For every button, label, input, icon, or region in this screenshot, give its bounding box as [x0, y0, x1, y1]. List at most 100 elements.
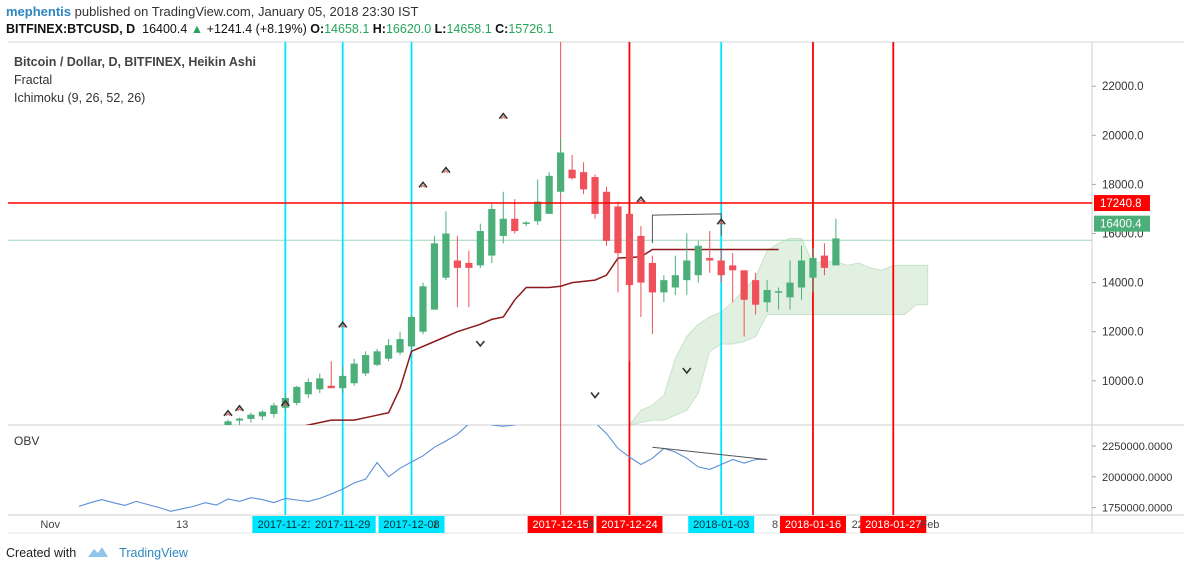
publish-text: published on TradingView.com, January 05… [74, 4, 419, 19]
low-label: L: [434, 22, 447, 36]
time-label-badge: 2017-12-08 [383, 519, 439, 531]
obv-tick-label: 2000000.0000 [1102, 472, 1172, 484]
fractal-up-arrow [418, 181, 428, 188]
price-tick-label: 12000.0 [1102, 327, 1144, 339]
obv-line [78, 425, 768, 512]
obv-pane-label[interactable]: OBV [14, 434, 40, 448]
candle-body [339, 375, 347, 389]
fractal-up-arrow-inner [282, 403, 288, 407]
obv-tick-label: 2250000.0000 [1102, 441, 1172, 453]
candle-body [534, 201, 542, 222]
time-label-badge-bg [309, 516, 376, 533]
time-label-badge-bg [252, 516, 319, 533]
candle-body [373, 351, 381, 365]
candle-body [316, 378, 324, 390]
candle-body [786, 282, 794, 298]
candle-body [499, 218, 507, 236]
candle-body [671, 275, 679, 288]
fractal-up-arrow [636, 195, 646, 203]
legend-series-title[interactable]: Bitcoin / Dollar, D, BITFINEX, Heikin As… [14, 55, 256, 69]
time-label-badge-bg [596, 516, 663, 533]
candle-body [384, 345, 393, 359]
fractal-up-arrow [716, 217, 726, 225]
created-with-text: Created with [6, 546, 77, 560]
symbol-name: BITFINEX:BTCUSD, D [6, 22, 136, 36]
fractal-up-arrow-inner [340, 324, 346, 328]
obv-tick-label: 1750000.0000 [1102, 503, 1172, 515]
time-label-badge: 2017-12-24 [601, 519, 657, 531]
candle-body [258, 411, 267, 417]
candle-body [602, 191, 611, 241]
time-label-badge: 2018-01-27 [865, 519, 921, 531]
symbol-bar: BITFINEX:BTCUSD, D 16400.4 ▲ +1241.4 (+8… [6, 22, 554, 36]
candle-body [545, 175, 553, 214]
fractal-down-arrow [590, 392, 600, 399]
candle-body [683, 260, 691, 281]
fractal-up-arrow-inner [225, 413, 231, 417]
tradingview-brand[interactable]: TradingView [119, 546, 188, 560]
price-change: +1241.4 (+8.19%) [206, 22, 307, 36]
candle-body [797, 260, 806, 288]
time-label-badge-bg [688, 516, 755, 533]
time-label: 8 [772, 519, 778, 531]
author-link[interactable]: mephentis [6, 4, 72, 19]
fractal-up-arrow-inner [718, 221, 724, 225]
legend-fractal[interactable]: Fractal [14, 73, 53, 87]
price-tick-label: 14000.0 [1102, 278, 1144, 290]
price-tick-label: 20000.0 [1102, 130, 1144, 142]
candle-body [717, 260, 725, 276]
candle-body [522, 222, 530, 224]
candle-body [648, 262, 656, 293]
publish-info: mephentis published on TradingView.com, … [6, 4, 418, 19]
candle-body [637, 235, 645, 283]
candle-body [660, 280, 668, 293]
candle-body [614, 206, 622, 254]
fractal-up-arrow [280, 399, 290, 407]
obv-trendline [652, 446, 768, 461]
candle-body [247, 414, 255, 419]
tradingview-cloud-logo-icon[interactable] [86, 545, 110, 559]
time-label-badge: 2018-01-16 [785, 519, 841, 531]
candle-body [740, 270, 748, 300]
fractal-up-arrow-inner [237, 408, 242, 412]
ichimoku-cloud [628, 237, 929, 425]
high-label: H: [372, 22, 386, 36]
candle-body [281, 397, 289, 408]
candle-body [476, 231, 484, 266]
candle-body [591, 177, 599, 214]
fractal-up-arrow [338, 321, 348, 328]
time-label-badge: 2017-12-15 [532, 519, 588, 531]
candle-body [362, 355, 370, 374]
candle-body [224, 421, 232, 425]
candle-body [568, 169, 576, 179]
price-trendline [651, 213, 722, 244]
candle-body [270, 405, 278, 414]
fractal-up-arrow-inner [420, 184, 426, 188]
time-label: Nov [40, 519, 60, 531]
legend-ichimoku[interactable]: Ichimoku (9, 26, 52, 26) [14, 91, 146, 105]
close-label: C: [495, 22, 509, 36]
low-value: 14658.1 [446, 22, 492, 36]
candle-body [488, 208, 496, 256]
footer: Created with TradingView [6, 545, 188, 560]
open-value: 14658.1 [324, 22, 370, 36]
candle-body [752, 280, 760, 305]
close-value: 15726.1 [508, 22, 554, 36]
time-label-badge: 2017-11-29 [315, 519, 370, 531]
time-label: 13 [176, 519, 188, 531]
open-label: O: [310, 22, 325, 36]
fractal-up-arrow-inner [500, 115, 506, 120]
candle-body [763, 289, 771, 303]
time-label-badge-bg [527, 516, 594, 533]
candle-body [809, 258, 817, 278]
change-arrow-icon: ▲ [190, 22, 204, 36]
candle-body [396, 339, 404, 353]
candle-body [706, 258, 714, 261]
fractal-up-arrow [441, 166, 451, 174]
candle-body [694, 245, 702, 276]
fractal-up-arrow-inner [638, 199, 644, 203]
fractal-up-arrow [234, 404, 245, 412]
price-label-bg-1 [1094, 215, 1150, 232]
candle-body [511, 218, 519, 232]
